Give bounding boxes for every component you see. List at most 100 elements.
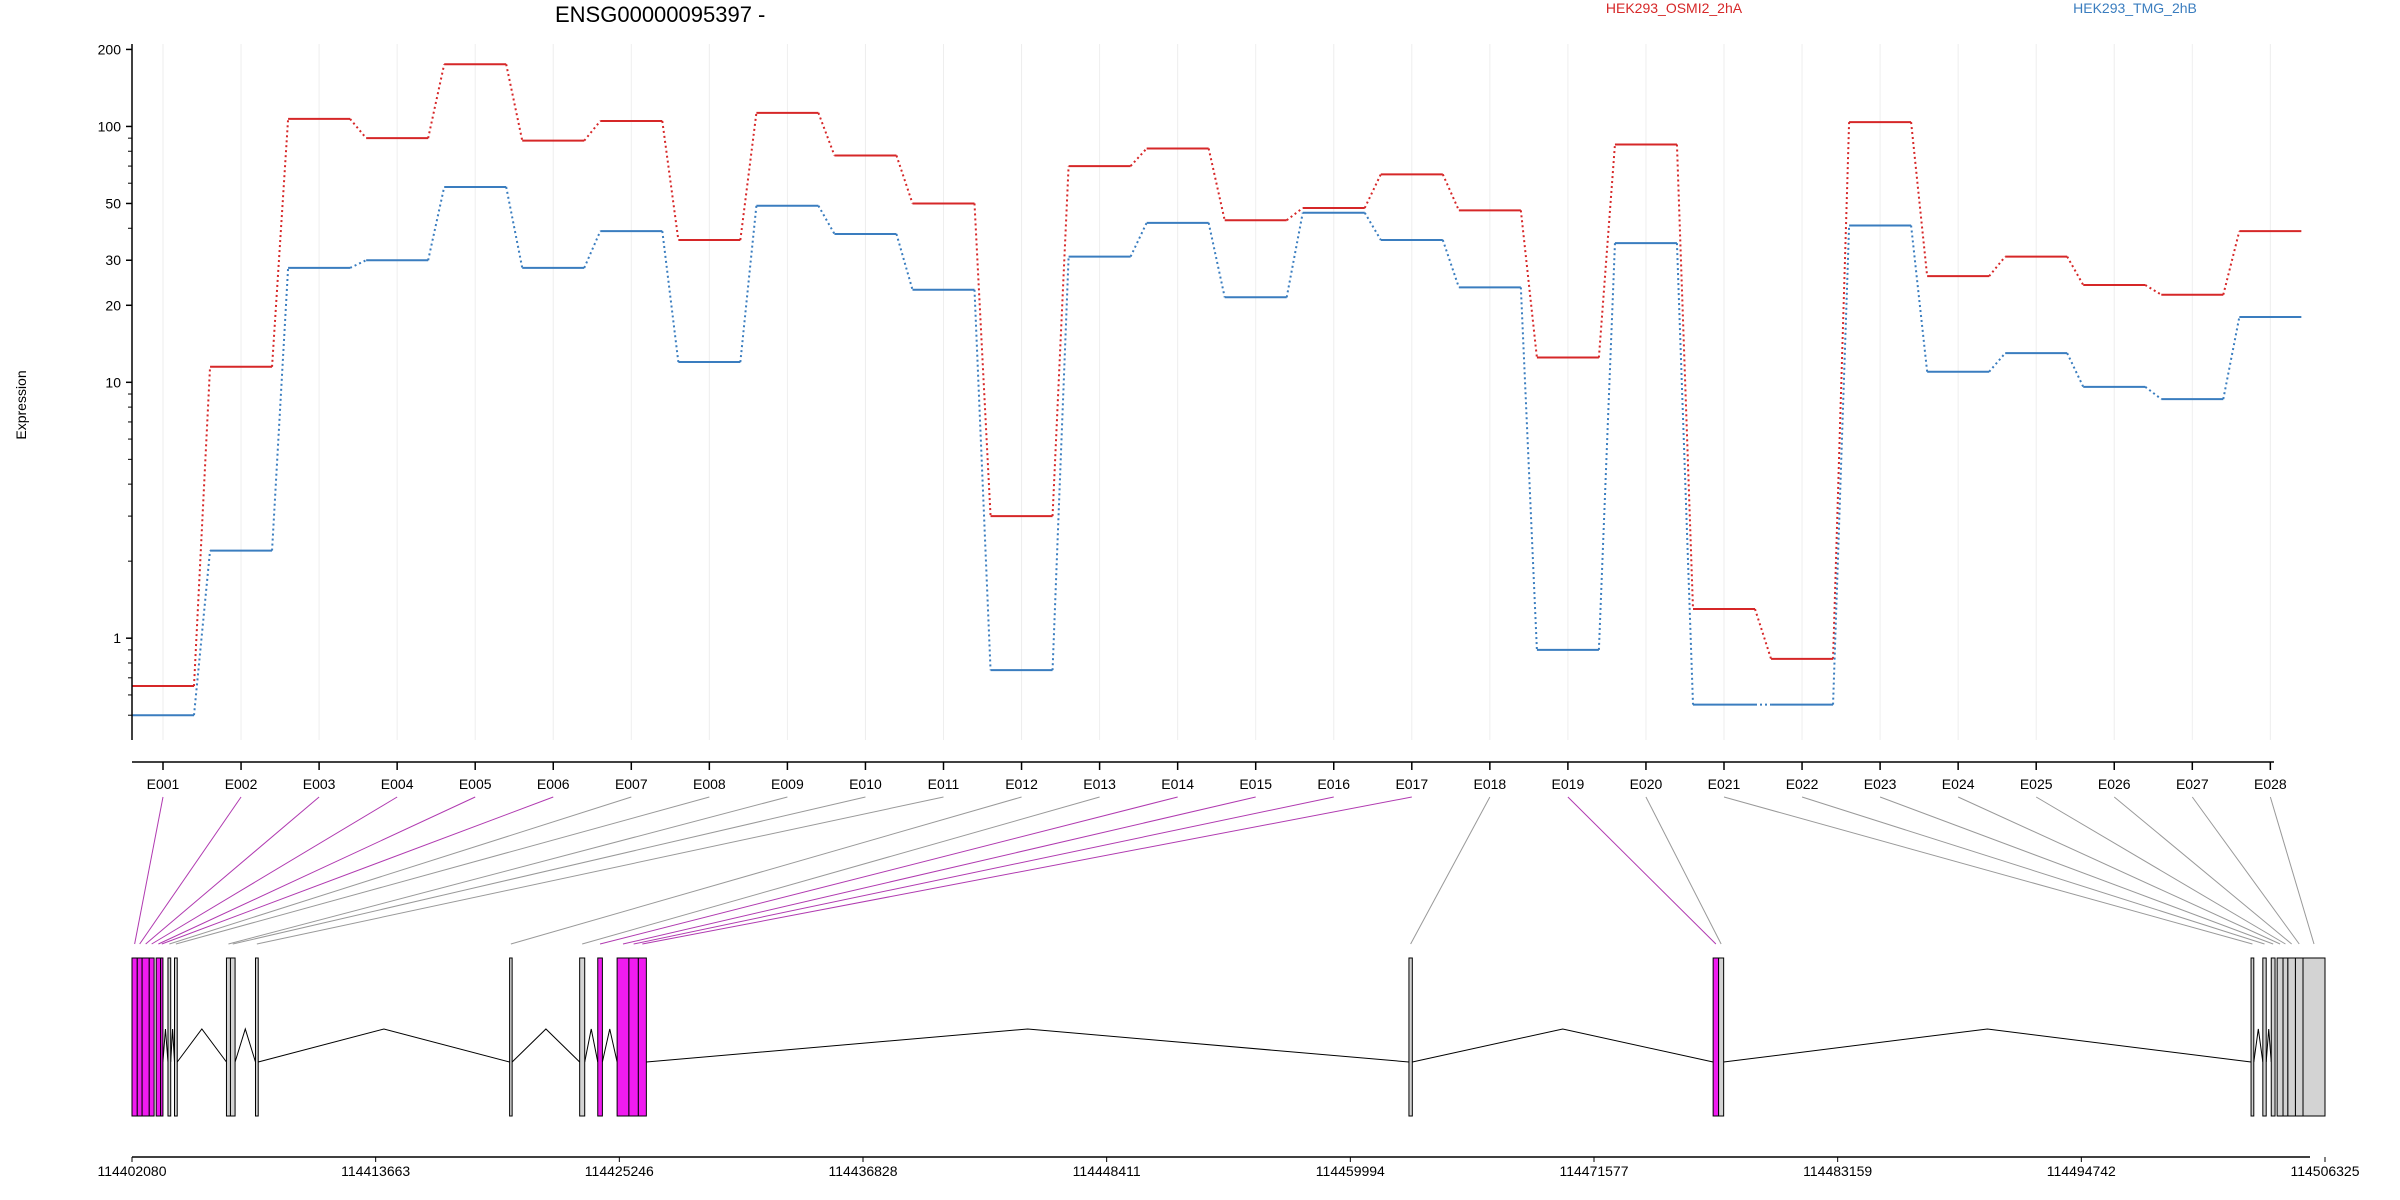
connector-e002 [139,796,242,945]
intron [1723,1028,2252,1063]
x-tick-label-e008: E008 [693,776,726,792]
series-layer [132,63,2302,717]
genomic-tick-label: 114483159 [1803,1163,1872,1179]
exon-e018 [1408,957,1413,1117]
connector-e007 [169,796,632,945]
series-connector [973,203,992,517]
connector-e014 [599,796,1178,945]
connector-e021 [1723,796,2253,945]
series-connector [2222,316,2241,400]
series-connector [1519,210,1538,358]
intron [162,1028,169,1063]
series-connector [1832,122,1851,659]
series-connector [1988,352,2006,373]
series-2 [132,185,2302,717]
series-connector [1988,255,2006,277]
exon-e023 [2270,957,2276,1117]
series-connector [2144,284,2162,296]
genomic-axis: 114402080 114413663 114425246 114436828 1144… [97,1156,2360,1179]
series-connector [1286,207,1304,222]
x-ticks: E001 E002 E003 E004 E005 E006 E007 E008 E009 E010… [147,762,2287,792]
exon-e011 [254,957,259,1117]
intron [511,1028,581,1063]
series-connector [505,186,524,269]
genomic-tick-label: 114413663 [341,1163,410,1179]
series-connector [193,550,212,716]
y-tick-label: 10 [105,374,121,390]
series-connector [817,112,836,156]
series-connector [1207,222,1226,298]
intron [1412,1028,1714,1063]
y-axis-label: Expression [13,370,29,439]
connector-e009 [228,796,788,945]
exon-e020 [1718,957,1725,1117]
series-1 [132,63,2302,688]
x-tick-label-e019: E019 [1552,776,1585,792]
series-connector [583,230,602,269]
connector-e004 [151,796,398,945]
series-connector [1675,243,1694,705]
series-connector [505,64,524,141]
x-tick-label-e010: E010 [849,776,882,792]
exon-e010 [229,957,236,1117]
intron [601,1028,618,1063]
x-tick-label-e001: E001 [147,776,180,792]
exon-e027 [2294,957,2304,1117]
series-connector [1051,166,1070,517]
x-tick-label-e014: E014 [1161,776,1194,792]
exon-e024 [2276,957,2284,1117]
series-connector [1519,287,1538,650]
x-tick-label-e007: E007 [615,776,648,792]
series-connector [193,366,212,687]
series-connector [1597,243,1616,650]
x-tick-label-e027: E027 [2176,776,2209,792]
series-connector [1363,212,1382,241]
connector-e005 [158,796,476,945]
series-connector [1363,173,1382,209]
series-connector [1129,147,1148,167]
exon-e004 [148,957,155,1117]
intron [584,1028,599,1063]
exon-e028 [2302,957,2326,1117]
y-tick-label: 1 [113,630,121,646]
legend-label-osmi2: HEK293_OSMI2_2hA [1606,0,1743,16]
connector-e010 [232,796,866,945]
series-connector [2144,386,2162,400]
x-tick-label-e013: E013 [1083,776,1116,792]
connector-e028 [2269,796,2315,945]
x-tick-label-e021: E021 [1708,776,1741,792]
exon-e002 [136,957,143,1117]
x-tick-label-e022: E022 [1786,776,1819,792]
series-connector [1129,222,1148,258]
x-tick-label-e016: E016 [1317,776,1350,792]
series-connector [349,118,367,139]
x-tick-label-e020: E020 [1630,776,1663,792]
x-tick-label-e009: E009 [771,776,804,792]
series-connector [817,205,836,235]
exon-e013 [579,957,586,1117]
x-tick-label-e011: E011 [928,776,960,792]
series-connector [271,267,290,551]
x-tick-label-e028: E028 [2254,776,2287,792]
exon-e022 [2262,957,2267,1117]
series-connector [1754,608,1773,660]
exon-e003 [141,957,150,1117]
exon-connectors [134,796,2315,945]
x-tick-label-e012: E012 [1005,776,1038,792]
genomic-tick-label: 114506325 [2290,1163,2359,1179]
series-connector [427,64,446,139]
x-tick-label-e003: E003 [303,776,336,792]
exon-e019 [1712,957,1720,1117]
y-tick-label: 20 [105,297,121,313]
connector-e008 [175,796,710,945]
exon-e014 [597,957,603,1117]
connector-e018 [1410,796,1491,945]
series-connector [1910,121,1929,277]
genomic-tick-label: 114402080 [97,1163,166,1179]
genomic-tick-label: 114436828 [828,1163,897,1179]
genomic-tick-label: 114471577 [1559,1163,1628,1179]
connector-e016 [633,796,1334,945]
exon-e025 [2282,957,2289,1117]
x-tick-label-e025: E025 [2020,776,2053,792]
